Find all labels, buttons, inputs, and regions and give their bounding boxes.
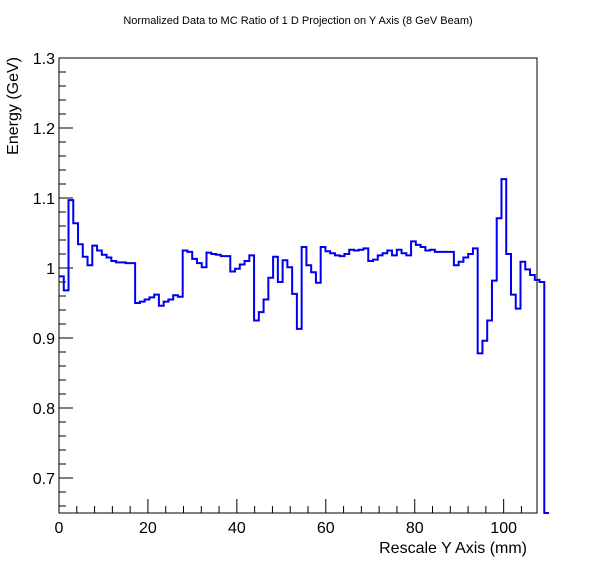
plot-frame [58, 57, 538, 514]
y-tick-label: 1.1 [33, 191, 55, 208]
x-axis-label: Rescale Y Axis (mm) [379, 540, 527, 557]
y-tick-label: 0.9 [33, 331, 55, 348]
x-tick-label: 20 [139, 520, 157, 537]
y-tick-label: 0.8 [33, 401, 55, 418]
x-tick-label: 40 [228, 520, 246, 537]
x-tick-label: 80 [406, 520, 424, 537]
x-tick-label: 0 [55, 520, 64, 537]
x-tick-label: 100 [490, 520, 517, 537]
y-tick-label: 1.3 [33, 51, 55, 68]
x-tick-label: 60 [317, 520, 335, 537]
histogram-step-line [59, 178, 550, 514]
y-tick-label: 1.2 [33, 121, 55, 138]
y-axis-label: Energy (GeV) [5, 57, 22, 155]
chart-title: Normalized Data to MC Ratio of 1 D Proje… [123, 15, 472, 27]
y-tick-label: 1 [46, 261, 55, 278]
y-tick-label: 0.7 [33, 471, 55, 488]
